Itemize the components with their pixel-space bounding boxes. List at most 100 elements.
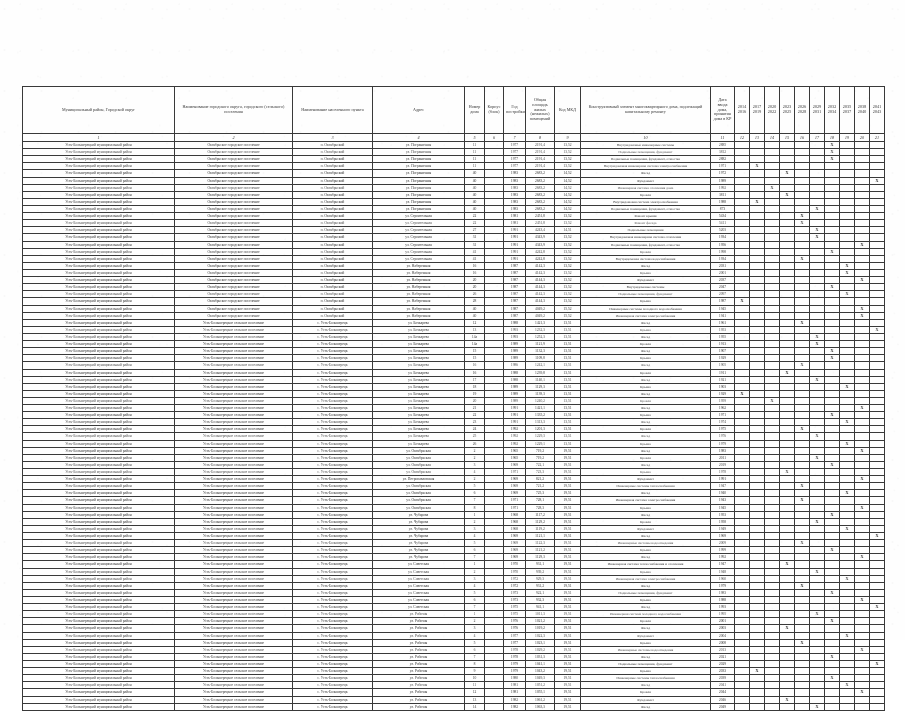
table-row[interactable]: Усть-Большерецкий муниципальный район Уст… <box>22 347 885 356</box>
table-row[interactable]: Усть-Большерецкий муниципальный район Уст… <box>22 318 885 327</box>
table-row[interactable]: Усть-Большерецкий муниципальный район Уст… <box>22 645 885 654</box>
cell-c7: 1993 <box>503 332 526 342</box>
table-row[interactable]: Усть-Большерецкий муниципальный район Уст… <box>22 631 885 640</box>
year-mark-cell-7 <box>839 475 855 484</box>
table-row[interactable]: Усть-Большерецкий муниципальный район Уст… <box>22 411 885 420</box>
table-row[interactable]: Усть-Большерецкий муниципальный район Окт… <box>22 276 885 285</box>
table-row[interactable]: Усть-Большерецкий муниципальный район Окт… <box>22 190 885 199</box>
table-row[interactable]: Усть-Большерецкий муниципальный район Уст… <box>22 460 885 470</box>
table-row[interactable]: Усть-Большерецкий муниципальный район Уст… <box>22 396 885 406</box>
table-row[interactable]: Усть-Большерецкий муниципальный район Уст… <box>22 446 885 455</box>
table-row[interactable]: Усть-Большерецкий муниципальный район Уст… <box>22 524 885 534</box>
table-row[interactable]: Усть-Большерецкий муниципальный район Уст… <box>22 453 885 462</box>
table-row[interactable]: Усть-Большерецкий муниципальный район Окт… <box>22 304 885 313</box>
table-row[interactable]: Усть-Большерецкий муниципальный район Уст… <box>22 617 885 626</box>
table-row[interactable]: Усть-Большерецкий муниципальный район Уст… <box>22 659 885 669</box>
table-row[interactable]: Усть-Большерецкий муниципальный район Уст… <box>22 595 885 605</box>
year-mark-cell-8 <box>854 638 870 647</box>
cell-c2: Усть-Большерецкое сельское поселение <box>174 624 293 633</box>
table-row[interactable]: Усть-Большерецкий муниципальный район Уст… <box>22 560 885 569</box>
table-row[interactable]: Усть-Большерецкий муниципальный район Окт… <box>22 283 885 292</box>
table-row[interactable]: Усть-Большерецкий муниципальный район Уст… <box>22 510 885 519</box>
table-row[interactable]: Усть-Большерецкий муниципальный район Окт… <box>22 155 885 164</box>
year-mark-cell-3 <box>779 418 795 427</box>
table-row[interactable]: Усть-Большерецкий муниципальный район Уст… <box>22 361 885 370</box>
table-row[interactable]: Усть-Большерецкий муниципальный район Окт… <box>22 197 885 206</box>
table-row[interactable]: Усть-Большерецкий муниципальный район Уст… <box>22 574 885 583</box>
table-row[interactable]: Усть-Большерецкий муниципальный район Уст… <box>22 624 885 633</box>
table-row[interactable]: Усть-Большерецкий муниципальный район Уст… <box>22 332 885 342</box>
table-row[interactable]: Усть-Большерецкий муниципальный район Окт… <box>22 176 885 185</box>
table-row[interactable]: Усть-Большерецкий муниципальный район Уст… <box>22 567 885 576</box>
table-row[interactable]: Усть-Большерецкий муниципальный район Окт… <box>22 212 885 221</box>
table-row[interactable]: Усть-Большерецкий муниципальный район Уст… <box>22 588 885 598</box>
table-row[interactable]: Усть-Большерецкий муниципальный район Уст… <box>22 496 885 505</box>
table-row[interactable]: Усть-Большерецкий муниципальный район Уст… <box>22 375 885 384</box>
cell-c9: 19,51 <box>554 560 581 569</box>
cell-c4: ул. Бочкарева <box>372 340 465 349</box>
table-row[interactable]: Усть-Большерецкий муниципальный район Окт… <box>22 268 885 278</box>
table-row[interactable]: Усть-Большерецкий муниципальный район Уст… <box>22 382 885 391</box>
table-row[interactable]: Усть-Большерецкий муниципальный район Уст… <box>22 610 885 619</box>
table-row[interactable]: Усть-Большерецкий муниципальный район Окт… <box>22 297 885 306</box>
table-row[interactable]: Усть-Большерецкий муниципальный район Уст… <box>22 439 885 448</box>
table-row[interactable]: Усть-Большерецкий муниципальный район Уст… <box>22 432 885 441</box>
table-row[interactable]: Усть-Большерецкий муниципальный район Уст… <box>22 652 885 661</box>
cell-c8: 1121,2 <box>525 546 555 555</box>
table-row[interactable]: Усть-Большерецкий муниципальный район Уст… <box>22 667 885 676</box>
table-row[interactable]: Усть-Большерецкий муниципальный район Уст… <box>22 702 885 711</box>
table-row[interactable]: Усть-Большерецкий муниципальный район Окт… <box>22 254 885 263</box>
table-row[interactable]: Усть-Большерецкий муниципальный район Окт… <box>22 219 885 228</box>
table-row[interactable]: Усть-Большерецкий муниципальный район Окт… <box>22 204 885 214</box>
table-row[interactable]: Усть-Большерецкий муниципальный район Окт… <box>22 240 885 249</box>
year-mark-cell-0 <box>734 283 750 292</box>
year-mark-cell-4 <box>794 553 810 562</box>
table-row[interactable]: Усть-Большерецкий муниципальный район Уст… <box>22 546 885 555</box>
table-row[interactable]: Усть-Большерецкий муниципальный район Уст… <box>22 475 885 484</box>
table-row[interactable]: Усть-Большерецкий муниципальный район Уст… <box>22 517 885 526</box>
cell-c2: Усть-Большерецкое сельское поселение <box>174 539 293 548</box>
cell-c7: 1989 <box>503 382 526 391</box>
table-row[interactable]: Усть-Большерецкий муниципальный район Окт… <box>22 290 885 299</box>
table-row[interactable]: Усть-Большерецкий муниципальный район Уст… <box>22 418 885 427</box>
cell-c8: 2683,2 <box>525 176 555 185</box>
table-row[interactable]: Усть-Большерецкий муниципальный район Уст… <box>22 340 885 349</box>
table-row[interactable]: Усть-Большерецкий муниципальный район Уст… <box>22 603 885 612</box>
table-row[interactable]: Усть-Большерецкий муниципальный район Уст… <box>22 539 885 548</box>
year-mark-cell-3 <box>779 318 795 327</box>
table-row[interactable]: Усть-Большерецкий муниципальный район Окт… <box>22 140 885 150</box>
year-mark-cell-2 <box>764 475 780 484</box>
table-row[interactable]: Усть-Большерецкий муниципальный район Окт… <box>22 162 885 171</box>
table-row[interactable]: Усть-Большерецкий муниципальный район Уст… <box>22 638 885 647</box>
table-row[interactable]: Усть-Большерецкий муниципальный район Окт… <box>22 311 885 320</box>
table-row[interactable]: Усть-Большерецкий муниципальный район Окт… <box>22 261 885 270</box>
table-row[interactable]: Усть-Большерецкий муниципальный район Уст… <box>22 482 885 491</box>
table-row[interactable]: Усть-Большерецкий муниципальный район Уст… <box>22 489 885 498</box>
column-number-cell: 21 <box>869 133 885 142</box>
cell-c2: Октябрьское городское поселение <box>174 261 293 270</box>
cell-c8: 1043,2 <box>525 667 555 676</box>
year-mark-cell-5 <box>809 418 825 427</box>
table-row[interactable]: Усть-Большерецкий муниципальный район Уст… <box>22 581 885 590</box>
table-row[interactable]: Усть-Большерецкий муниципальный район Уст… <box>22 553 885 562</box>
table-row[interactable]: Усть-Большерецкий муниципальный район Уст… <box>22 695 885 704</box>
year-mark-cell-0 <box>734 624 750 633</box>
table-row[interactable]: Усть-Большерецкий муниципальный район Уст… <box>22 681 885 690</box>
table-row[interactable]: Усть-Большерецкий муниципальный район Уст… <box>22 503 885 512</box>
table-row[interactable]: Усть-Большерецкий муниципальный район Уст… <box>22 404 885 413</box>
table-row[interactable]: Усть-Большерецкий муниципальный район Уст… <box>22 368 885 377</box>
table-row[interactable]: Усть-Большерецкий муниципальный район Окт… <box>22 148 885 157</box>
table-row[interactable]: Усть-Большерецкий муниципальный район Окт… <box>22 247 885 256</box>
table-row[interactable]: Усть-Большерецкий муниципальный район Уст… <box>22 674 885 683</box>
table-row[interactable]: Усть-Большерецкий муниципальный район Уст… <box>22 688 885 697</box>
table-row[interactable]: Усть-Большерецкий муниципальный район Уст… <box>22 389 885 398</box>
table-row[interactable]: Усть-Большерецкий муниципальный район Уст… <box>22 468 885 477</box>
table-row[interactable]: Усть-Большерецкий муниципальный район Окт… <box>22 226 885 235</box>
table-row[interactable]: Усть-Большерецкий муниципальный район Окт… <box>22 233 885 242</box>
table-row[interactable]: Усть-Большерецкий муниципальный район Уст… <box>22 325 885 334</box>
table-row[interactable]: Усть-Большерецкий муниципальный район Уст… <box>22 354 885 363</box>
table-row[interactable]: Усть-Большерецкий муниципальный район Окт… <box>22 169 885 178</box>
table-row[interactable]: Усть-Большерецкий муниципальный район Окт… <box>22 183 885 192</box>
table-row[interactable]: Усть-Большерецкий муниципальный район Уст… <box>22 532 885 541</box>
table-row[interactable]: Усть-Большерецкий муниципальный район Уст… <box>22 425 885 434</box>
